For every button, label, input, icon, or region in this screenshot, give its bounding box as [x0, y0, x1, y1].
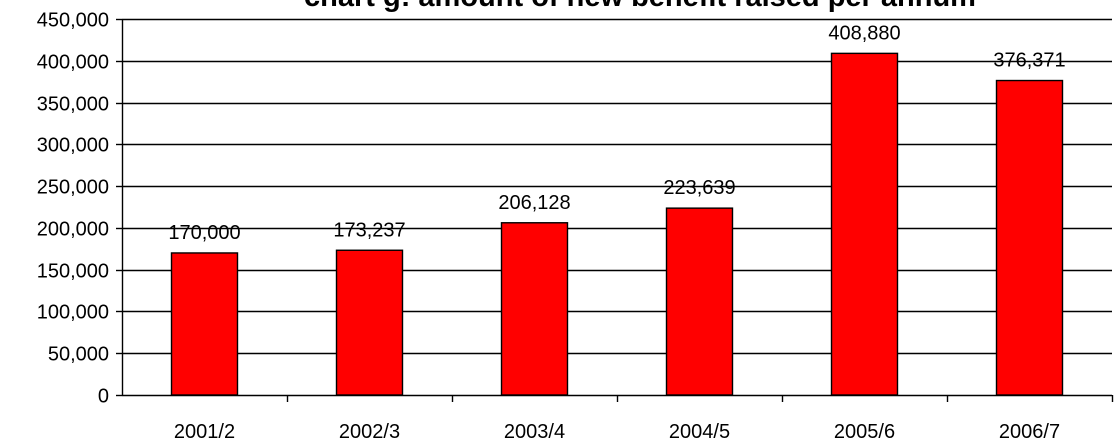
data-label: 173,237 [333, 219, 405, 241]
y-tick-label: 50,000 [48, 344, 109, 366]
chart-title: chart g: amount of new benefit raised pe… [304, 0, 976, 13]
y-tick-label: 0 [98, 386, 109, 408]
data-label: 376,371 [993, 50, 1065, 72]
x-tick-label: 2006/7 [999, 421, 1060, 443]
y-tick-label: 400,000 [37, 52, 109, 74]
x-tick-label: 2005/6 [834, 421, 895, 443]
data-label: 206,128 [498, 192, 570, 214]
y-tick-label: 150,000 [37, 261, 109, 283]
bar-2001-2 [170, 252, 239, 396]
x-tick-label: 2001/2 [174, 421, 235, 443]
y-tick-label: 100,000 [37, 302, 109, 324]
data-label: 223,639 [663, 177, 735, 199]
y-tick-label: 450,000 [37, 10, 109, 32]
bar-2005-6 [830, 52, 899, 396]
y-tick-label: 250,000 [37, 177, 109, 199]
data-label: 170,000 [168, 222, 240, 244]
x-tick-label: 2004/5 [669, 421, 730, 443]
data-label: 408,880 [828, 22, 900, 44]
bar-2003-4 [500, 222, 569, 396]
bar-2002-3 [335, 249, 404, 396]
bar-2004-5 [665, 207, 734, 396]
x-tick-label: 2002/3 [339, 421, 400, 443]
gridlines [122, 18, 1112, 355]
y-tick-label: 300,000 [37, 135, 109, 157]
x-tick-label: 2003/4 [504, 421, 565, 443]
y-tick-label: 350,000 [37, 94, 109, 116]
labels: 0 50,000 100,000 150,000 200,000 250,000 300,0… [37, 10, 1066, 444]
bars [170, 52, 1064, 396]
bar-2006-7 [995, 79, 1064, 396]
axes [116, 18, 1114, 402]
y-tick-label: 200,000 [37, 219, 109, 241]
